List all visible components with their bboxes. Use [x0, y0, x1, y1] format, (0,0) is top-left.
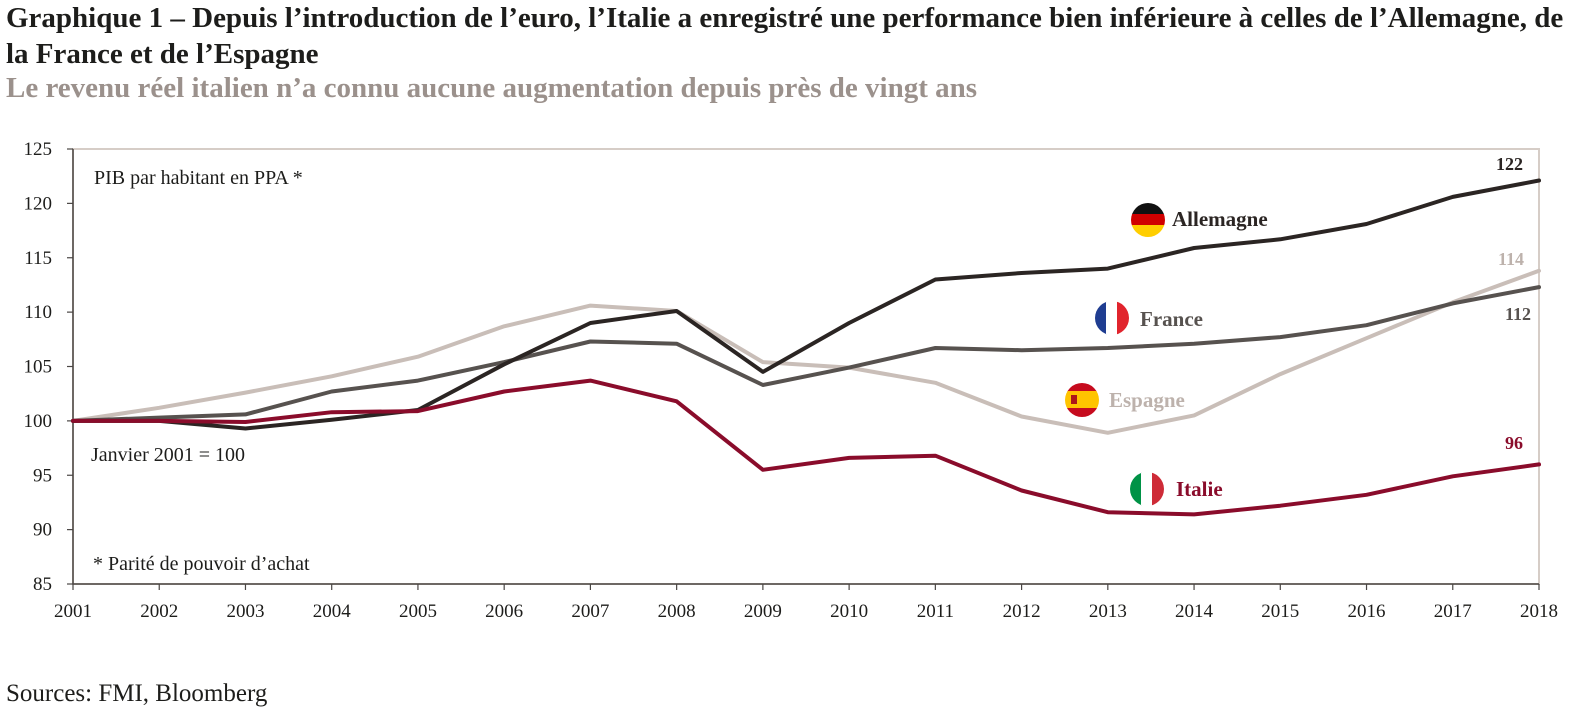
spain-flag-icon — [1065, 383, 1099, 417]
series-label-france: France — [1140, 307, 1203, 331]
y-tick-label: 115 — [24, 248, 52, 269]
x-tick-label: 2013 — [1089, 601, 1127, 622]
x-tick-label: 2011 — [917, 601, 954, 622]
x-tick-label: 2016 — [1348, 601, 1386, 622]
x-tick-label: 2002 — [140, 601, 178, 622]
source-note: Sources: FMI, Bloomberg — [6, 680, 268, 707]
series-label-allemagne: Allemagne — [1172, 207, 1268, 231]
y-tick-label: 125 — [24, 139, 53, 160]
chart-subtitle: Le revenu réel italien n’a connu aucune … — [6, 72, 978, 104]
footnote: * Parité de pouvoir d’achat — [93, 553, 310, 575]
end-label-italie: 96 — [1505, 433, 1523, 453]
end-label-allemagne: 122 — [1496, 154, 1523, 174]
x-tick-label: 2012 — [1003, 601, 1041, 622]
y-tick-label: 85 — [33, 574, 52, 595]
france-flag-icon — [1095, 301, 1129, 335]
x-tick-label: 2014 — [1175, 601, 1214, 622]
x-tick-label: 2015 — [1261, 601, 1299, 622]
series-label-italie: Italie — [1176, 477, 1223, 501]
x-tick-label: 2018 — [1520, 601, 1558, 622]
x-tick-label: 2010 — [830, 601, 868, 622]
chart-title: Graphique 1 – Depuis l’introduction de l… — [6, 2, 1564, 70]
series-line-allemagne — [71, 178, 1541, 431]
y-tick-label: 110 — [24, 302, 52, 323]
base-note: Janvier 2001 = 100 — [91, 444, 245, 466]
series-lines — [71, 178, 1541, 517]
y-tick-label: 120 — [24, 193, 53, 214]
y-axis-ticks: 85 90 95 100 105 110 115 120 125 — [24, 139, 73, 595]
end-label-france: 112 — [1505, 304, 1531, 324]
x-tick-label: 2001 — [54, 601, 92, 622]
x-tick-label: 2007 — [571, 601, 609, 622]
series-line-france — [71, 285, 1541, 423]
y-tick-label: 100 — [24, 411, 53, 432]
chart-inner-title: PIB par habitant en PPA * — [94, 167, 303, 189]
italy-flag-icon — [1130, 472, 1164, 506]
x-tick-label: 2009 — [744, 601, 782, 622]
series-label-espagne: Espagne — [1109, 388, 1185, 412]
y-tick-label: 95 — [33, 465, 52, 486]
x-tick-label: 2008 — [658, 601, 696, 622]
x-tick-label: 2003 — [226, 601, 264, 622]
series-line-italie — [71, 378, 1541, 517]
x-tick-label: 2004 — [313, 601, 352, 622]
x-tick-label: 2006 — [485, 601, 523, 622]
x-axis-ticks: 2001 2002 2003 2004 2005 2006 2007 2008 2009 2010… — [54, 584, 1558, 622]
end-label-espagne: 114 — [1498, 249, 1524, 269]
y-tick-label: 90 — [33, 520, 52, 541]
series-line-espagne — [71, 268, 1541, 435]
germany-flag-icon — [1131, 203, 1165, 237]
x-tick-label: 2017 — [1434, 601, 1472, 622]
x-tick-label: 2005 — [399, 601, 437, 622]
y-tick-label: 105 — [24, 357, 53, 378]
